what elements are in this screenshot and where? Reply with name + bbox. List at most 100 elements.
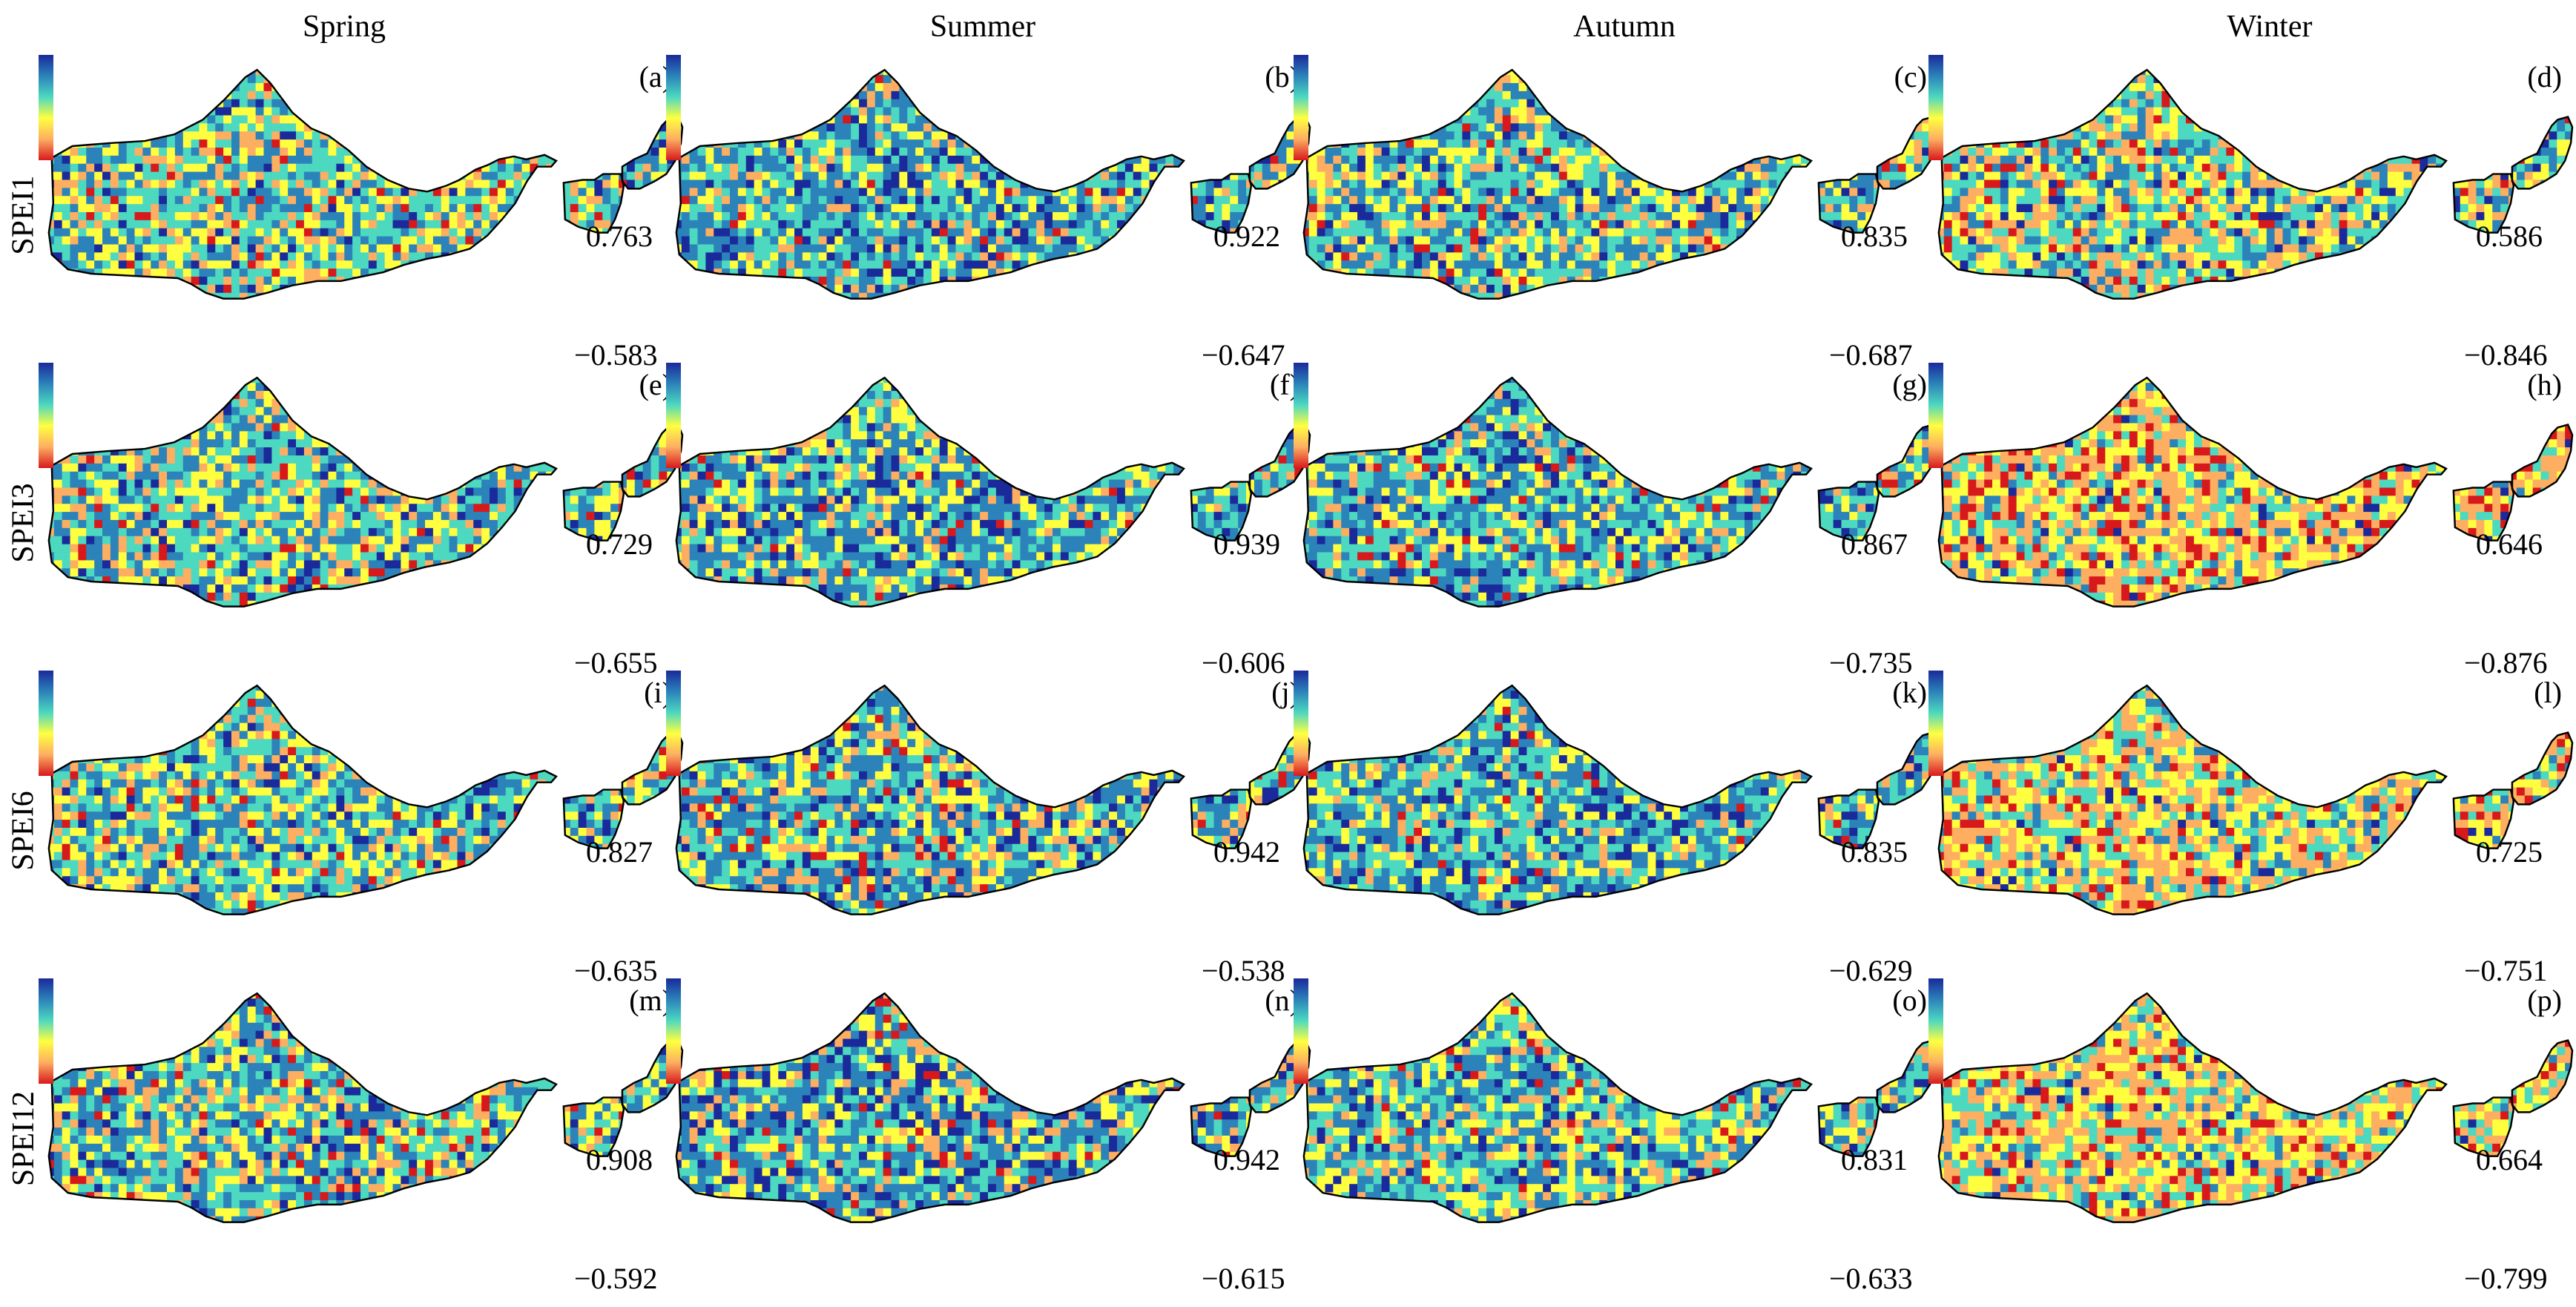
colorbar-min-label: −0.583: [574, 338, 658, 372]
colorbar-max-label: 0.939: [1213, 527, 1280, 562]
colorbar: [666, 55, 681, 160]
colorbar: [1294, 671, 1308, 776]
spei-value-field: [676, 993, 1311, 1222]
colorbar-max-label: 0.835: [1841, 835, 1908, 869]
region-map: [1302, 68, 1939, 300]
main-region-outline: [675, 376, 1185, 608]
east-region-outline: [1248, 731, 1311, 806]
colorbar: [1294, 55, 1308, 160]
spei-value-field: [1938, 685, 2573, 915]
colorbar-min-label: −0.751: [2464, 954, 2548, 988]
panel-label: (o): [1892, 983, 1927, 1018]
colorbar-min-label: −0.799: [2464, 1262, 2548, 1296]
spei-value-field: [1303, 378, 1938, 607]
map-panel: (f) 0.939 −0.606: [666, 363, 1311, 679]
colorbar-max-label: 0.831: [1841, 1143, 1908, 1177]
region-map: [1302, 992, 1939, 1223]
east-region-outline: [621, 115, 684, 190]
region-map: [1302, 376, 1939, 608]
region-map: [47, 376, 684, 608]
main-region-outline: [1937, 376, 2448, 608]
east-region-outline: [621, 423, 684, 498]
main-region-outline: [1302, 68, 1813, 300]
middle-region-outline: [1190, 173, 1253, 234]
middle-region-outline: [2452, 481, 2515, 541]
colorbar: [39, 671, 53, 776]
region-map: [47, 684, 684, 915]
east-region-outline: [1248, 423, 1311, 498]
middle-region-outline: [1817, 481, 1880, 541]
middle-region-outline: [1190, 789, 1253, 849]
middle-region-outline: [2452, 1096, 2515, 1157]
east-region-outline: [1248, 1038, 1311, 1113]
spei-value-field: [1303, 685, 1938, 915]
spei-value-field: [48, 70, 683, 299]
colorbar-max-label: 0.908: [586, 1143, 653, 1177]
main-region-outline: [1937, 684, 2448, 915]
colorbar-max-label: 0.827: [586, 835, 653, 869]
column-header-summer: Summer: [834, 4, 1131, 49]
spei-value-field: [1303, 993, 1938, 1222]
colorbar-max-label: 0.942: [1213, 835, 1280, 869]
colorbar: [666, 671, 681, 776]
colorbar-min-label: −0.655: [574, 646, 658, 680]
main-region-outline: [47, 992, 558, 1223]
colorbar-min-label: −0.592: [574, 1262, 658, 1296]
middle-region-outline: [1190, 481, 1253, 541]
map-panel: (a) 0.763 −0.583: [39, 55, 684, 372]
colorbar-min-label: −0.876: [2464, 646, 2548, 680]
main-region-outline: [675, 992, 1185, 1223]
region-map: [675, 992, 1311, 1223]
colorbar: [1928, 55, 1943, 160]
colorbar-max-label: 0.942: [1213, 1143, 1280, 1177]
colorbar-min-label: −0.606: [1202, 646, 1285, 680]
map-panel: (d) 0.586 −0.846: [1928, 55, 2574, 372]
map-panel: (h) 0.646 −0.876: [1928, 363, 2574, 679]
region-map: [1302, 684, 1939, 915]
colorbar: [666, 978, 681, 1084]
region-map: [47, 992, 684, 1223]
panel-label: (d): [2527, 59, 2562, 94]
middle-region-outline: [1817, 789, 1880, 849]
colorbar-max-label: 0.922: [1213, 220, 1280, 254]
colorbar: [39, 55, 53, 160]
colorbar-max-label: 0.763: [586, 220, 653, 254]
panel-label: (h): [2527, 367, 2562, 402]
spei-value-field: [48, 378, 683, 607]
colorbar-max-label: 0.729: [586, 527, 653, 562]
main-region-outline: [1937, 992, 2448, 1223]
east-region-outline: [2511, 423, 2574, 498]
panel-label: (p): [2527, 983, 2562, 1018]
middle-region-outline: [562, 1096, 625, 1157]
column-header-spring: Spring: [196, 4, 493, 49]
middle-region-outline: [1817, 1096, 1880, 1157]
east-region-outline: [621, 731, 684, 806]
main-region-outline: [47, 376, 558, 608]
main-region-outline: [1937, 68, 2448, 300]
region-map: [1937, 376, 2574, 608]
east-region-outline: [2511, 1038, 2574, 1113]
map-panel: (k) 0.835 −0.629: [1294, 671, 1939, 987]
panel-label: (g): [1892, 367, 1927, 402]
colorbar-min-label: −0.629: [1829, 954, 1913, 988]
colorbar: [1928, 671, 1943, 776]
panel-label: (m): [629, 983, 672, 1018]
region-map: [1937, 684, 2574, 915]
region-map: [675, 376, 1311, 608]
middle-region-outline: [562, 481, 625, 541]
middle-region-outline: [562, 173, 625, 234]
east-region-outline: [621, 1038, 684, 1113]
panel-label: (l): [2534, 675, 2562, 710]
column-header-autumn: Autumn: [1476, 4, 1773, 49]
main-region-outline: [1302, 684, 1813, 915]
main-region-outline: [1302, 992, 1813, 1223]
map-panel: (e) 0.729 −0.655: [39, 363, 684, 679]
middle-region-outline: [1190, 1096, 1253, 1157]
middle-region-outline: [2452, 789, 2515, 849]
spei-value-field: [676, 685, 1311, 915]
colorbar: [39, 363, 53, 468]
colorbar-max-label: 0.867: [1841, 527, 1908, 562]
east-region-outline: [2511, 115, 2574, 190]
east-region-outline: [1248, 115, 1311, 190]
